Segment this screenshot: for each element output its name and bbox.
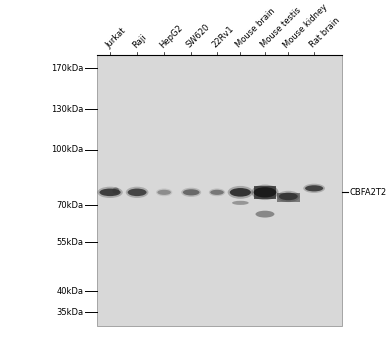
Text: HepG2: HepG2 [158,23,185,50]
Text: Mouse kidney: Mouse kidney [282,2,330,50]
Ellipse shape [305,185,323,191]
Ellipse shape [277,191,300,202]
Ellipse shape [156,189,172,196]
Bar [254,186,276,198]
Ellipse shape [254,187,276,197]
Text: Raji: Raji [131,33,148,50]
Ellipse shape [209,189,225,196]
Bar [277,193,300,202]
Text: CBFA2T2: CBFA2T2 [350,188,386,197]
Text: 70kDa: 70kDa [56,201,83,210]
Ellipse shape [128,189,147,196]
Ellipse shape [157,190,171,195]
Ellipse shape [183,189,200,195]
Text: Jurkat: Jurkat [104,26,127,50]
Ellipse shape [112,188,119,194]
Ellipse shape [181,188,201,197]
Bar [96,55,342,326]
Ellipse shape [279,193,298,200]
Ellipse shape [230,188,251,197]
Text: 22Rv1: 22Rv1 [211,25,236,50]
Text: Rat brain: Rat brain [308,16,341,50]
Ellipse shape [303,184,325,193]
Text: Mouse testis: Mouse testis [259,6,302,50]
Ellipse shape [232,201,249,205]
Ellipse shape [256,211,274,218]
Text: Mouse brain: Mouse brain [234,7,277,50]
Ellipse shape [126,187,149,198]
Ellipse shape [97,187,123,198]
Ellipse shape [100,189,121,196]
Ellipse shape [210,190,224,195]
Text: 170kDa: 170kDa [51,63,83,72]
Text: 40kDa: 40kDa [56,287,83,296]
Text: 55kDa: 55kDa [56,238,83,247]
Text: 35kDa: 35kDa [56,308,83,317]
Ellipse shape [251,184,279,200]
Ellipse shape [228,186,253,199]
Text: 100kDa: 100kDa [51,146,83,154]
Text: 130kDa: 130kDa [51,105,83,114]
Text: SW620: SW620 [185,23,212,50]
